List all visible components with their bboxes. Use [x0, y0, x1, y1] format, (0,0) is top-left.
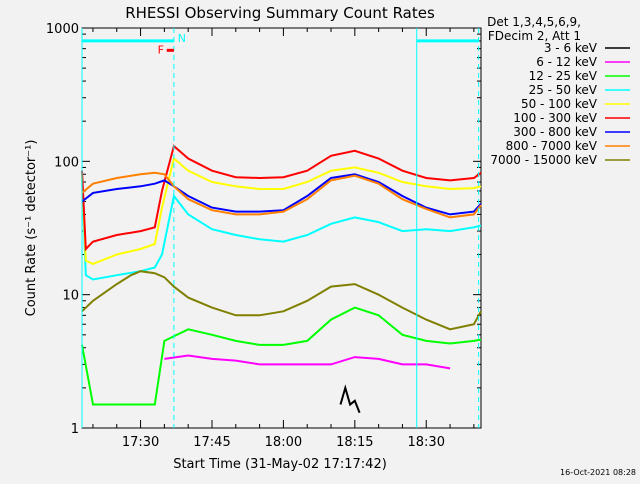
legend-label: 300 - 800 keV [513, 125, 597, 139]
series-line-4 [81, 156, 482, 265]
plot-area [81, 27, 482, 429]
legend-label: 800 - 7000 keV [506, 139, 598, 153]
series-line-5 [81, 144, 482, 252]
y-tick-label: 100 [54, 155, 79, 170]
series-line-8 [81, 270, 482, 331]
legend-label: 12 - 25 keV [529, 69, 598, 83]
y-tick-label: 10 [62, 289, 79, 304]
chart-title: RHESSI Observing Summary Count Rates [125, 4, 435, 22]
y-tick-label: 1000 [46, 22, 79, 37]
series-line-2 [81, 306, 482, 406]
footer-timestamp: 16-Oct-2021 08:28 [560, 468, 636, 477]
legend-label: 50 - 100 keV [521, 97, 598, 111]
legend-label: 7000 - 15000 keV [490, 153, 597, 167]
legend-label: 100 - 300 keV [513, 111, 597, 125]
series-line-0 [339, 384, 361, 414]
series-line-7 [81, 171, 482, 219]
series-line-6 [81, 173, 482, 216]
night-label: N [178, 32, 186, 45]
x-tick-label: 17:30 [122, 435, 159, 450]
flare-label: F [158, 43, 164, 56]
y-tick-label: 1 [71, 422, 79, 437]
y-axis-title: Count Rate (s⁻¹ detector⁻¹) [24, 140, 39, 317]
x-tick-label: 18:15 [336, 435, 373, 450]
legend-label: 3 - 6 keV [544, 41, 598, 55]
x-axis-title: Start Time (31-May-02 17:17:42) [173, 457, 387, 472]
legend: Det 1,3,4,5,6,9,FDecim 2, Att 13 - 6 keV… [487, 15, 630, 167]
legend-header-line: Det 1,3,4,5,6,9, [487, 15, 581, 29]
x-tick-label: 18:30 [408, 435, 445, 450]
x-tick-label: 17:45 [193, 435, 230, 450]
legend-header-line: FDecim 2, Att 1 [488, 29, 581, 43]
x-tick-label: 18:00 [265, 435, 302, 450]
legend-label: 6 - 12 keV [536, 55, 598, 69]
legend-label: 25 - 50 keV [529, 83, 598, 97]
series-line-1 [164, 354, 451, 370]
series-line-3 [81, 177, 482, 281]
